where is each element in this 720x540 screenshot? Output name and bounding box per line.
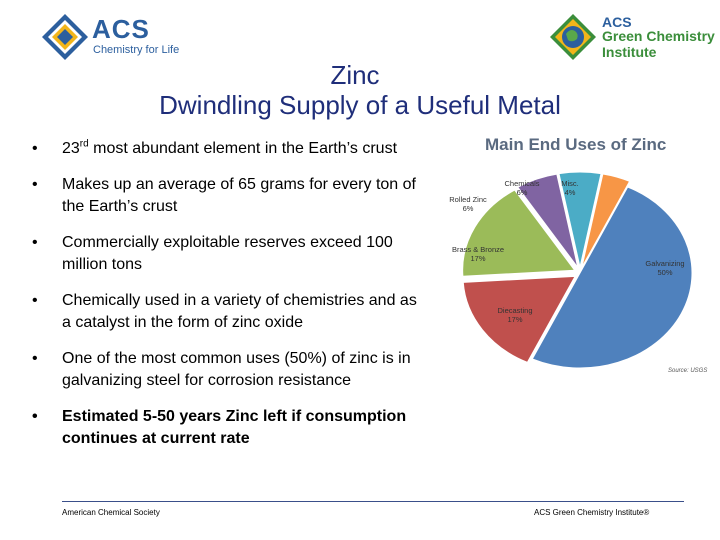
footer-divider bbox=[62, 501, 684, 502]
gci-emblem-icon bbox=[550, 14, 596, 60]
bullet-item: • Commercially exploitable reserves excee… bbox=[32, 234, 393, 273]
gci-logo-line1: ACS bbox=[602, 14, 632, 30]
pie-label: Galvanizing bbox=[645, 259, 684, 268]
pie-slice-misc bbox=[581, 173, 631, 268]
slide-subtitle: Dwindling Supply of a Useful Metal bbox=[159, 90, 561, 120]
pie-slice-galvanizing bbox=[531, 186, 693, 369]
footer-left-text: American Chemical Society bbox=[62, 508, 160, 517]
gci-logo-line3: Institute bbox=[602, 44, 657, 60]
pie-slice-rolled-zinc bbox=[517, 173, 579, 268]
gci-logo: ACS Green Chemistry Institute bbox=[548, 12, 720, 64]
pie-value-label: 17% bbox=[470, 254, 485, 263]
pie-label: Rolled Zinc bbox=[449, 195, 487, 204]
acs-logo: ACS Chemistry for Life bbox=[40, 12, 220, 64]
slide-title: Zinc bbox=[330, 60, 380, 90]
pie-label: Misc. bbox=[561, 179, 579, 188]
bullet-item: • One of the most common uses (50%) of zi… bbox=[32, 350, 411, 389]
pie-value-label: 50% bbox=[657, 268, 672, 277]
pie-slice-diecasting bbox=[462, 275, 576, 363]
pie-value-label: 17% bbox=[507, 315, 522, 324]
bullet-item: • Chemically used in a variety of chemist… bbox=[32, 292, 417, 331]
bullet-list: • 23rd most abundant element in the Earth… bbox=[30, 138, 430, 464]
footer-right-text: ACS Green Chemistry Institute® bbox=[534, 508, 650, 517]
pie-label: Chemicals bbox=[504, 179, 539, 188]
gci-logo-line2: Green Chemistry bbox=[602, 28, 715, 44]
chart-title: Main End Uses of Zinc bbox=[485, 135, 666, 154]
chart-source: Source: USGS bbox=[668, 368, 707, 374]
pie-value-label: 6% bbox=[463, 204, 474, 213]
pie-value-label: 4% bbox=[565, 188, 576, 197]
pie-slice-chemicals bbox=[558, 171, 602, 268]
pie-label: Brass & Bronze bbox=[452, 245, 504, 254]
bullet-item: • Estimated 5-50 years Zinc left if consu… bbox=[32, 408, 407, 447]
bullet-item: • 23rd most abundant element in the Earth… bbox=[32, 138, 398, 157]
acs-logo-tagline: Chemistry for Life bbox=[93, 44, 180, 56]
acs-emblem-icon bbox=[42, 14, 88, 60]
acs-logo-name: ACS bbox=[92, 14, 150, 44]
pie-slice-brass-bronze bbox=[462, 189, 576, 277]
pie-label: Diecasting bbox=[497, 306, 532, 315]
pie-value-label: 6% bbox=[517, 188, 528, 197]
bullet-item: • Makes up an average of 65 grams for eve… bbox=[32, 176, 416, 215]
